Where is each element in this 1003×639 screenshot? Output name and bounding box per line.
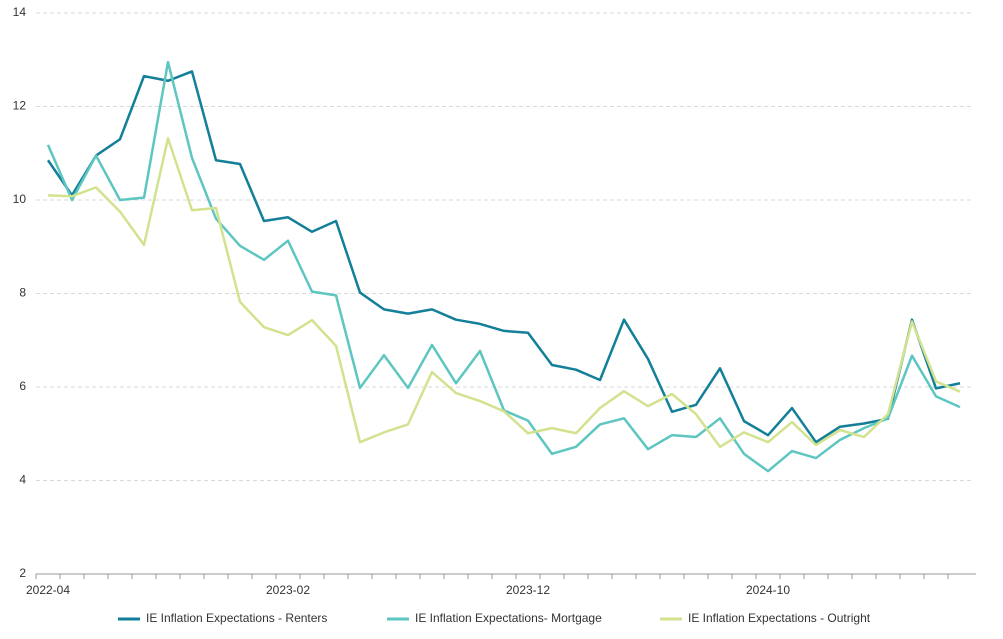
x-tick-label: 2023-02 [266, 583, 310, 597]
y-tick-label: 10 [13, 192, 27, 206]
legend-label: IE Inflation Expectations- Mortgage [415, 611, 602, 625]
series-line [46, 70, 961, 444]
y-tick-label: 4 [19, 473, 26, 487]
x-tick-label: 2023-12 [506, 583, 550, 597]
x-tick-label: 2024-10 [746, 583, 790, 597]
x-tick-label: 2022-04 [26, 583, 70, 597]
y-tick-label: 2 [19, 566, 26, 580]
legend-label: IE Inflation Expectations - Outright [688, 611, 871, 625]
legend-label: IE Inflation Expectations - Renters [146, 611, 327, 625]
y-tick-label: 12 [13, 99, 27, 113]
series-line [47, 137, 961, 449]
series-line [46, 60, 961, 473]
y-tick-label: 14 [13, 5, 27, 19]
y-tick-label: 8 [19, 286, 26, 300]
y-tick-label: 6 [19, 379, 26, 393]
